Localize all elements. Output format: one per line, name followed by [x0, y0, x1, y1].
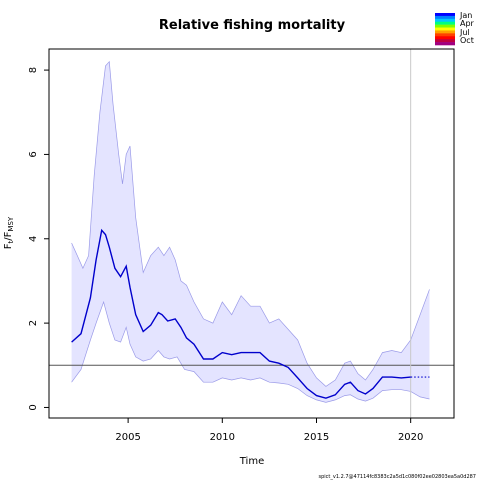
ci-lower-line — [71, 300, 430, 403]
legend-color-swatch — [435, 27, 455, 31]
y-tick-label: 6 — [28, 151, 39, 157]
legend-color-swatch — [435, 42, 455, 46]
y-tick-label: 8 — [28, 67, 39, 73]
x-tick-label: 2015 — [304, 432, 329, 443]
legend-color-swatch — [435, 33, 455, 37]
y-tick-label: 0 — [28, 404, 39, 410]
y-axis: 0 2 4 6 8 — [28, 67, 49, 411]
ci-band — [71, 61, 430, 403]
legend-color-swatch — [435, 21, 455, 25]
plot-frame — [48, 48, 455, 419]
x-tick-label: 2020 — [398, 432, 423, 443]
x-axis: 2005 2010 2015 2020 — [115, 418, 423, 443]
legend-color-swatch — [435, 15, 455, 20]
legend-color-swatch — [435, 36, 455, 40]
x-axis-label: Time — [239, 456, 264, 467]
y-tick-label: 2 — [28, 320, 39, 326]
legend-label-jan: Jan — [459, 11, 472, 20]
x-tick-label: 2005 — [115, 432, 140, 443]
legend-color-swatch — [435, 24, 455, 28]
legend-color-swatch — [435, 39, 455, 43]
legend-color-swatch — [435, 13, 455, 17]
estimate-line — [71, 228, 411, 399]
x-tick-label: 2010 — [210, 432, 235, 443]
y-axis-label: Ft/FMSY — [3, 216, 15, 249]
legend-label-jul: Jul — [459, 28, 470, 37]
chart-title: Relative fishing mortality — [159, 18, 346, 33]
legend-color-swatch — [435, 18, 455, 23]
legend-label-apr: Apr — [460, 19, 475, 28]
plot-layer — [49, 49, 454, 418]
ci-upper-line — [71, 60, 430, 387]
y-tick-label: 4 — [28, 236, 39, 242]
legend-color-bar — [435, 13, 455, 46]
legend: Jan Apr Jul Oct — [435, 11, 475, 46]
legend-label-oct: Oct — [460, 36, 474, 45]
footer-version: spict_v1.2.7@47114fc8383c2a5d1c080f02ee0… — [319, 474, 477, 480]
legend-color-swatch — [435, 30, 455, 34]
